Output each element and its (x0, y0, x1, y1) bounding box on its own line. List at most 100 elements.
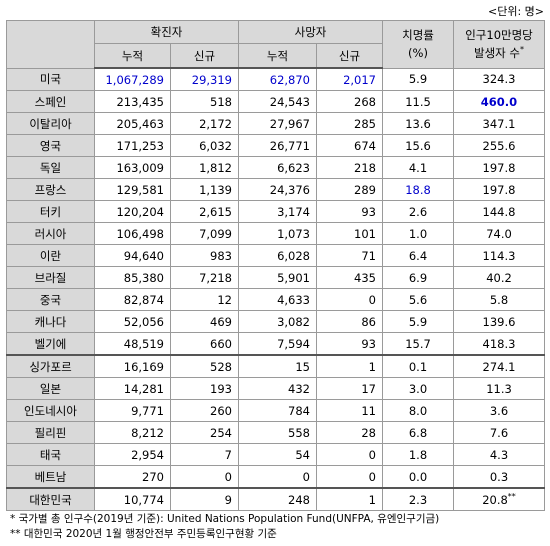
per100k-cell: 324.3 (453, 67, 545, 91)
country-cell: 인도네시아 (6, 399, 95, 422)
country-cell: 프랑스 (6, 178, 95, 201)
confirmed-new-cell: 0 (170, 465, 239, 489)
fatality-cell: 8.0 (382, 399, 454, 422)
deaths-cumulative-cell: 24,376 (238, 178, 317, 201)
per100k-cell: 197.8 (453, 156, 545, 179)
country-cell: 영국 (6, 134, 95, 157)
footnote-1: * 국가별 총 인구수(2019년 기준): United Nations Po… (10, 513, 440, 525)
table-row: 필리핀 8,212 254 558 28 6.8 7.6 (6, 421, 545, 444)
fatality-unit: (%) (408, 46, 428, 61)
per100k-footnote-mark: ** (507, 491, 516, 501)
deaths-cumulative-cell: 4,633 (238, 288, 317, 311)
confirmed-cumulative-cell: 94,640 (94, 244, 171, 267)
country-cell: 터키 (6, 200, 95, 223)
country-cell: 캐나다 (6, 310, 95, 333)
confirmed-new-cell: 254 (170, 421, 239, 444)
confirmed-cumulative-cell: 205,463 (94, 112, 171, 135)
deaths-new-cell: 17 (316, 377, 383, 400)
deaths-cumulative-cell: 432 (238, 377, 317, 400)
fatality-cell: 13.6 (382, 112, 454, 135)
fatality-cell: 0.0 (382, 465, 454, 489)
confirmed-new-cell: 6,032 (170, 134, 239, 157)
table-row: 브라질 85,380 7,218 5,901 435 6.9 40.2 (6, 266, 545, 289)
deaths-new-header: 신규 (316, 43, 383, 69)
deaths-cumulative-cell: 7,594 (238, 332, 317, 356)
per100k-cell: 144.8 (453, 200, 545, 223)
confirmed-cumulative-cell: 10,774 (94, 487, 171, 511)
table-row: 영국 171,253 6,032 26,771 674 15.6 255.6 (6, 134, 545, 157)
confirmed-cumulative-cell: 106,498 (94, 222, 171, 245)
country-cell: 필리핀 (6, 421, 95, 444)
fatality-cell: 0.1 (382, 354, 454, 378)
country-cell: 중국 (6, 288, 95, 311)
deaths-cumulative-cell: 54 (238, 443, 317, 466)
fatality-header: 치명률 (%) (382, 20, 454, 69)
per100k-cell: 20.8** (453, 487, 545, 511)
country-header (6, 20, 95, 69)
confirmed-cumulative-cell: 82,874 (94, 288, 171, 311)
per100k-cell: 347.1 (453, 112, 545, 135)
deaths-cumulative-cell: 6,028 (238, 244, 317, 267)
country-cell: 독일 (6, 156, 95, 179)
deaths-new-cell: 268 (316, 90, 383, 113)
deaths-new-cell: 11 (316, 399, 383, 422)
confirmed-new-cell: 1,812 (170, 156, 239, 179)
fatality-cell: 2.6 (382, 200, 454, 223)
confirmed-new-cell: 7,218 (170, 266, 239, 289)
deaths-new-cell: 0 (316, 443, 383, 466)
fatality-cell: 3.0 (382, 377, 454, 400)
footnotes: * 국가별 총 인구수(2019년 기준): United Nations Po… (10, 512, 439, 542)
fatality-cell: 1.8 (382, 443, 454, 466)
table-row: 프랑스 129,581 1,139 24,376 289 18.8 197.8 (6, 178, 545, 201)
confirmed-cumulative-cell: 1,067,289 (94, 67, 171, 91)
country-cell: 미국 (6, 67, 95, 91)
per100k-cell: 11.3 (453, 377, 545, 400)
confirmed-cumulative-cell: 171,253 (94, 134, 171, 157)
confirmed-new-header: 신규 (170, 43, 239, 69)
deaths-new-cell: 0 (316, 288, 383, 311)
fatality-cell: 1.0 (382, 222, 454, 245)
deaths-new-cell: 0 (316, 465, 383, 489)
per100k-cell: 0.3 (453, 465, 545, 489)
per100k-cell: 114.3 (453, 244, 545, 267)
fatality-title: 치명률 (402, 28, 434, 43)
fatality-cell: 5.9 (382, 310, 454, 333)
deaths-new-cell: 93 (316, 332, 383, 356)
table-row: 러시아 106,498 7,099 1,073 101 1.0 74.0 (6, 222, 545, 245)
per100k-cell: 139.6 (453, 310, 545, 333)
table-row: 독일 163,009 1,812 6,623 218 4.1 197.8 (6, 156, 545, 179)
country-cell: 싱가포르 (6, 354, 95, 378)
fatality-cell: 6.8 (382, 421, 454, 444)
deaths-new-cell: 1 (316, 487, 383, 511)
country-cell: 대한민국 (6, 487, 95, 511)
unit-label: <단위: 명> (488, 5, 544, 18)
deaths-new-cell: 2,017 (316, 67, 383, 91)
country-cell: 브라질 (6, 266, 95, 289)
fatality-cell: 2.3 (382, 487, 454, 511)
table-row: 캐나다 52,056 469 3,082 86 5.9 139.6 (6, 310, 545, 333)
country-cell: 이탈리아 (6, 112, 95, 135)
confirmed-cumulative-header: 누적 (94, 43, 171, 69)
deaths-new-cell: 86 (316, 310, 383, 333)
per100k-cell: 274.1 (453, 354, 545, 378)
deaths-cumulative-cell: 5,901 (238, 266, 317, 289)
confirmed-new-cell: 29,319 (170, 67, 239, 91)
per100k-cell: 197.8 (453, 178, 545, 201)
confirmed-cumulative-cell: 8,212 (94, 421, 171, 444)
table-row: 이란 94,640 983 6,028 71 6.4 114.3 (6, 244, 545, 267)
per100k-cell: 5.8 (453, 288, 545, 311)
confirmed-cumulative-cell: 163,009 (94, 156, 171, 179)
table-row: 대한민국 10,774 9 248 1 2.3 20.8** (6, 487, 545, 511)
country-cell: 스페인 (6, 90, 95, 113)
country-cell: 일본 (6, 377, 95, 400)
deaths-new-cell: 1 (316, 354, 383, 378)
confirmed-cumulative-cell: 2,954 (94, 443, 171, 466)
deaths-new-cell: 285 (316, 112, 383, 135)
confirmed-new-cell: 528 (170, 354, 239, 378)
deaths-new-cell: 101 (316, 222, 383, 245)
confirmed-cumulative-cell: 48,519 (94, 332, 171, 356)
confirmed-new-cell: 12 (170, 288, 239, 311)
deaths-cumulative-cell: 784 (238, 399, 317, 422)
table-row: 인도네시아 9,771 260 784 11 8.0 3.6 (6, 399, 545, 422)
confirmed-new-cell: 1,139 (170, 178, 239, 201)
